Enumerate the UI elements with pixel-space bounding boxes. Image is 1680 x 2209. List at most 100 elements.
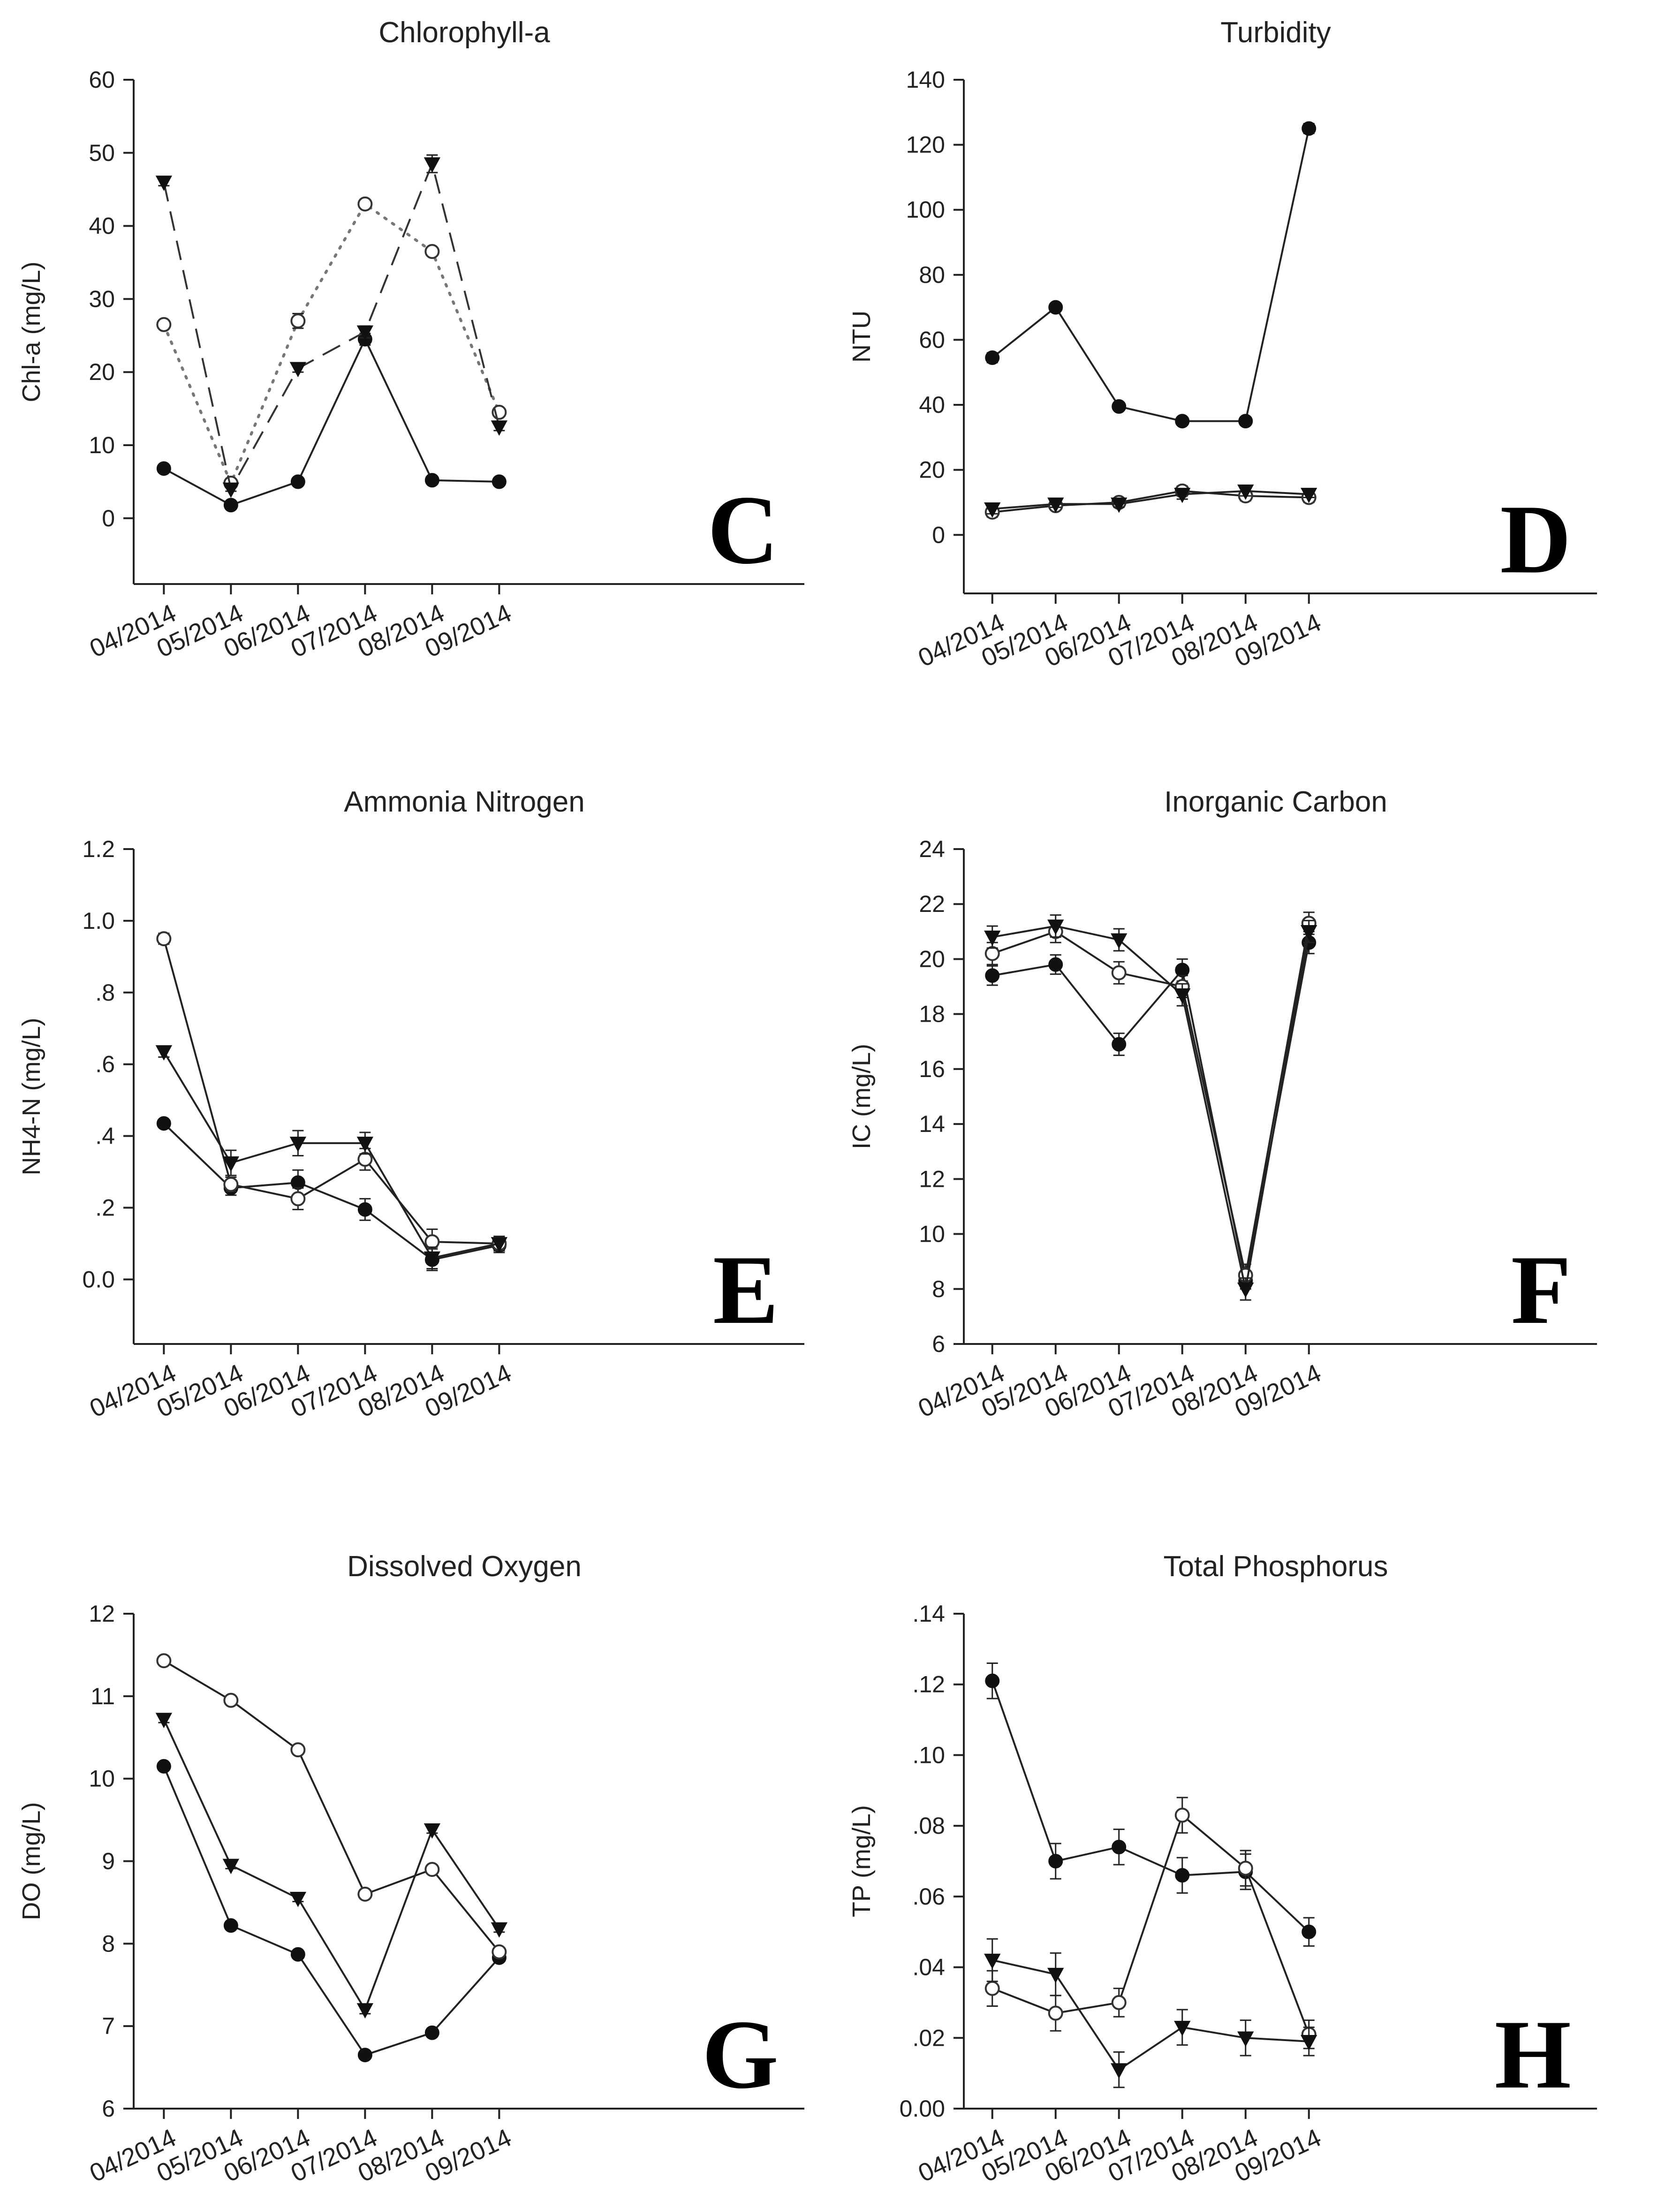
chart-f-ytick-label: 16 xyxy=(919,1056,945,1082)
chart-f-point-filled-circle xyxy=(985,968,1000,983)
chart-h-point-open-circle xyxy=(984,1981,1000,1996)
chart-e-point-filled-circle xyxy=(357,1202,372,1217)
chart-d-series-line xyxy=(992,490,1309,513)
chart-d-ytick-label: 40 xyxy=(919,392,945,418)
chart-f-series-line xyxy=(992,923,1310,1275)
chart-g-ytick-label: 10 xyxy=(89,1766,115,1792)
chart-h-panel: Total Phosphorus 0.00 .02 .04 .06 .08 .10 .12 .1… xyxy=(848,1550,1597,2187)
chart-d-ytick-label: 20 xyxy=(919,457,945,483)
chart-c-ytick-label: 20 xyxy=(89,359,115,385)
chart-g-series-line xyxy=(163,1766,500,2057)
chart-f-point-filled-triangle xyxy=(1237,1282,1254,1298)
chart-f-ytick-label: 18 xyxy=(919,1001,945,1027)
chart-g-point-filled-triangle xyxy=(424,1823,441,1839)
chart-g-point-filled-triangle xyxy=(356,2003,374,2019)
chart-h-series-line xyxy=(992,1959,1309,2071)
chart-d-ytick-label: 80 xyxy=(919,262,945,288)
chart-f-series-line xyxy=(992,942,1310,1281)
chart-g-ytick-label: 12 xyxy=(89,1601,115,1627)
chart-d-point-filled-triangle xyxy=(1301,487,1317,503)
chart-g-ytick-label: 11 xyxy=(91,1683,115,1709)
chart-g-point-filled-circle xyxy=(290,1947,305,1962)
chart-e-ytick-label: .2 xyxy=(95,1194,115,1221)
chart-h-point-filled-triangle xyxy=(1301,2035,1317,2050)
chart-d-ytick-label: 100 xyxy=(906,197,945,223)
chart-f-series-triangle-filled xyxy=(984,914,1317,1301)
chart-d-ytick-label: 0 xyxy=(932,522,945,548)
chart-c-ytick-label: 50 xyxy=(89,140,115,166)
chart-c-series-circle-filled xyxy=(156,332,507,513)
chart-d-title: Turbidity xyxy=(1220,16,1331,49)
chart-d-ytick-label: 60 xyxy=(919,326,945,353)
chart-e-title: Ammonia Nitrogen xyxy=(344,786,584,818)
chart-h-ytick-label: .04 xyxy=(912,1954,945,1981)
chart-h-point-filled-triangle xyxy=(1174,2020,1191,2036)
chart-h-point-filled-circle xyxy=(1175,1868,1190,1883)
chart-e-ytick-label: 0.0 xyxy=(82,1266,115,1292)
chart-g-point-open-circle xyxy=(357,1886,373,1902)
chart-f-title: Inorganic Carbon xyxy=(1164,786,1387,818)
chart-e-panel-letter: E xyxy=(713,1236,779,1344)
chart-g-point-filled-circle xyxy=(156,1759,171,1774)
chart-g-series-circle-filled xyxy=(156,1759,507,2063)
chart-g-point-open-circle xyxy=(223,1693,239,1708)
chart-d-point-filled-triangle xyxy=(984,502,1001,518)
chart-c-point-open-circle xyxy=(290,313,306,329)
chart-g-ytick-label: 8 xyxy=(102,1930,115,1957)
chart-f-point-filled-circle xyxy=(1048,957,1063,972)
chart-h-ytick-label: .02 xyxy=(912,2025,945,2051)
chart-g-ytick-label: 6 xyxy=(102,2095,115,2122)
chart-h-ytick-label: .12 xyxy=(912,1671,945,1698)
chart-c-point-filled-circle xyxy=(424,473,439,488)
chart-d-panel: Turbidity020406080100120140NTU04/201405/… xyxy=(848,16,1597,672)
chart-g-point-filled-circle xyxy=(424,2025,439,2040)
chart-c-series-circle-open xyxy=(156,196,507,491)
chart-g-ytick-label: 7 xyxy=(102,2013,115,2039)
chart-h-ytick-label: .10 xyxy=(912,1742,945,1768)
chart-f-ytick-label: 14 xyxy=(919,1111,945,1137)
chart-g-point-open-circle xyxy=(492,1944,507,1959)
chart-e-point-filled-circle xyxy=(290,1175,305,1190)
chart-e-ytick-label: 1.2 xyxy=(82,836,115,862)
chart-d-series-circle-open xyxy=(984,483,1317,520)
chart-h-title: Total Phosphorus xyxy=(1163,1550,1388,1583)
chart-h-point-filled-circle xyxy=(1112,1839,1127,1854)
chart-f-ytick-label: 6 xyxy=(932,1331,945,1357)
chart-d-point-filled-circle xyxy=(1048,300,1063,315)
chart-g-series-triangle-filled xyxy=(155,1713,508,2019)
chart-c-point-filled-circle xyxy=(290,474,305,489)
chart-f-point-filled-triangle xyxy=(984,930,1001,946)
chart-c-title: Chlorophyll-a xyxy=(378,16,550,49)
chart-c-point-open-circle xyxy=(424,244,440,259)
chart-c-ylabel: Chl-a (mg/L) xyxy=(17,261,45,402)
chart-c-ytick-label: 40 xyxy=(89,213,115,239)
chart-f-point-filled-circle xyxy=(1112,1037,1127,1052)
chart-g-point-filled-triangle xyxy=(491,1922,508,1938)
chart-d-series-circle-filled xyxy=(985,121,1317,429)
chart-g-point-filled-triangle xyxy=(289,1891,307,1907)
chart-h-ytick-label: .14 xyxy=(912,1601,945,1627)
chart-h-point-filled-circle xyxy=(1048,1854,1063,1868)
chart-c-ytick-label: 60 xyxy=(89,67,115,93)
chart-f-point-filled-triangle xyxy=(1174,988,1191,1004)
chart-c-point-filled-triangle xyxy=(356,325,374,341)
chart-d-ylabel: NTU xyxy=(848,311,876,363)
chart-d-ytick-label: 120 xyxy=(906,132,945,158)
chart-c-ytick-label: 0 xyxy=(102,505,115,531)
chart-h-point-filled-triangle xyxy=(1047,1967,1064,1983)
chart-e-point-open-circle xyxy=(357,1152,373,1167)
chart-g-point-filled-circle xyxy=(357,2048,372,2063)
chart-c-ytick-label: 10 xyxy=(89,432,115,458)
chart-f-point-open-circle xyxy=(1111,965,1127,980)
chart-h-series-line xyxy=(992,1814,1310,2035)
chart-d-panel-letter: D xyxy=(1500,485,1571,594)
chart-g-point-filled-circle xyxy=(223,1918,238,1933)
chart-g-title: Dissolved Oxygen xyxy=(347,1550,582,1583)
chart-h-point-filled-circle xyxy=(1302,1924,1317,1939)
chart-g-point-open-circle xyxy=(156,1653,172,1669)
chart-d-series-triangle-filled xyxy=(984,484,1317,518)
chart-e-point-open-circle xyxy=(290,1191,306,1207)
